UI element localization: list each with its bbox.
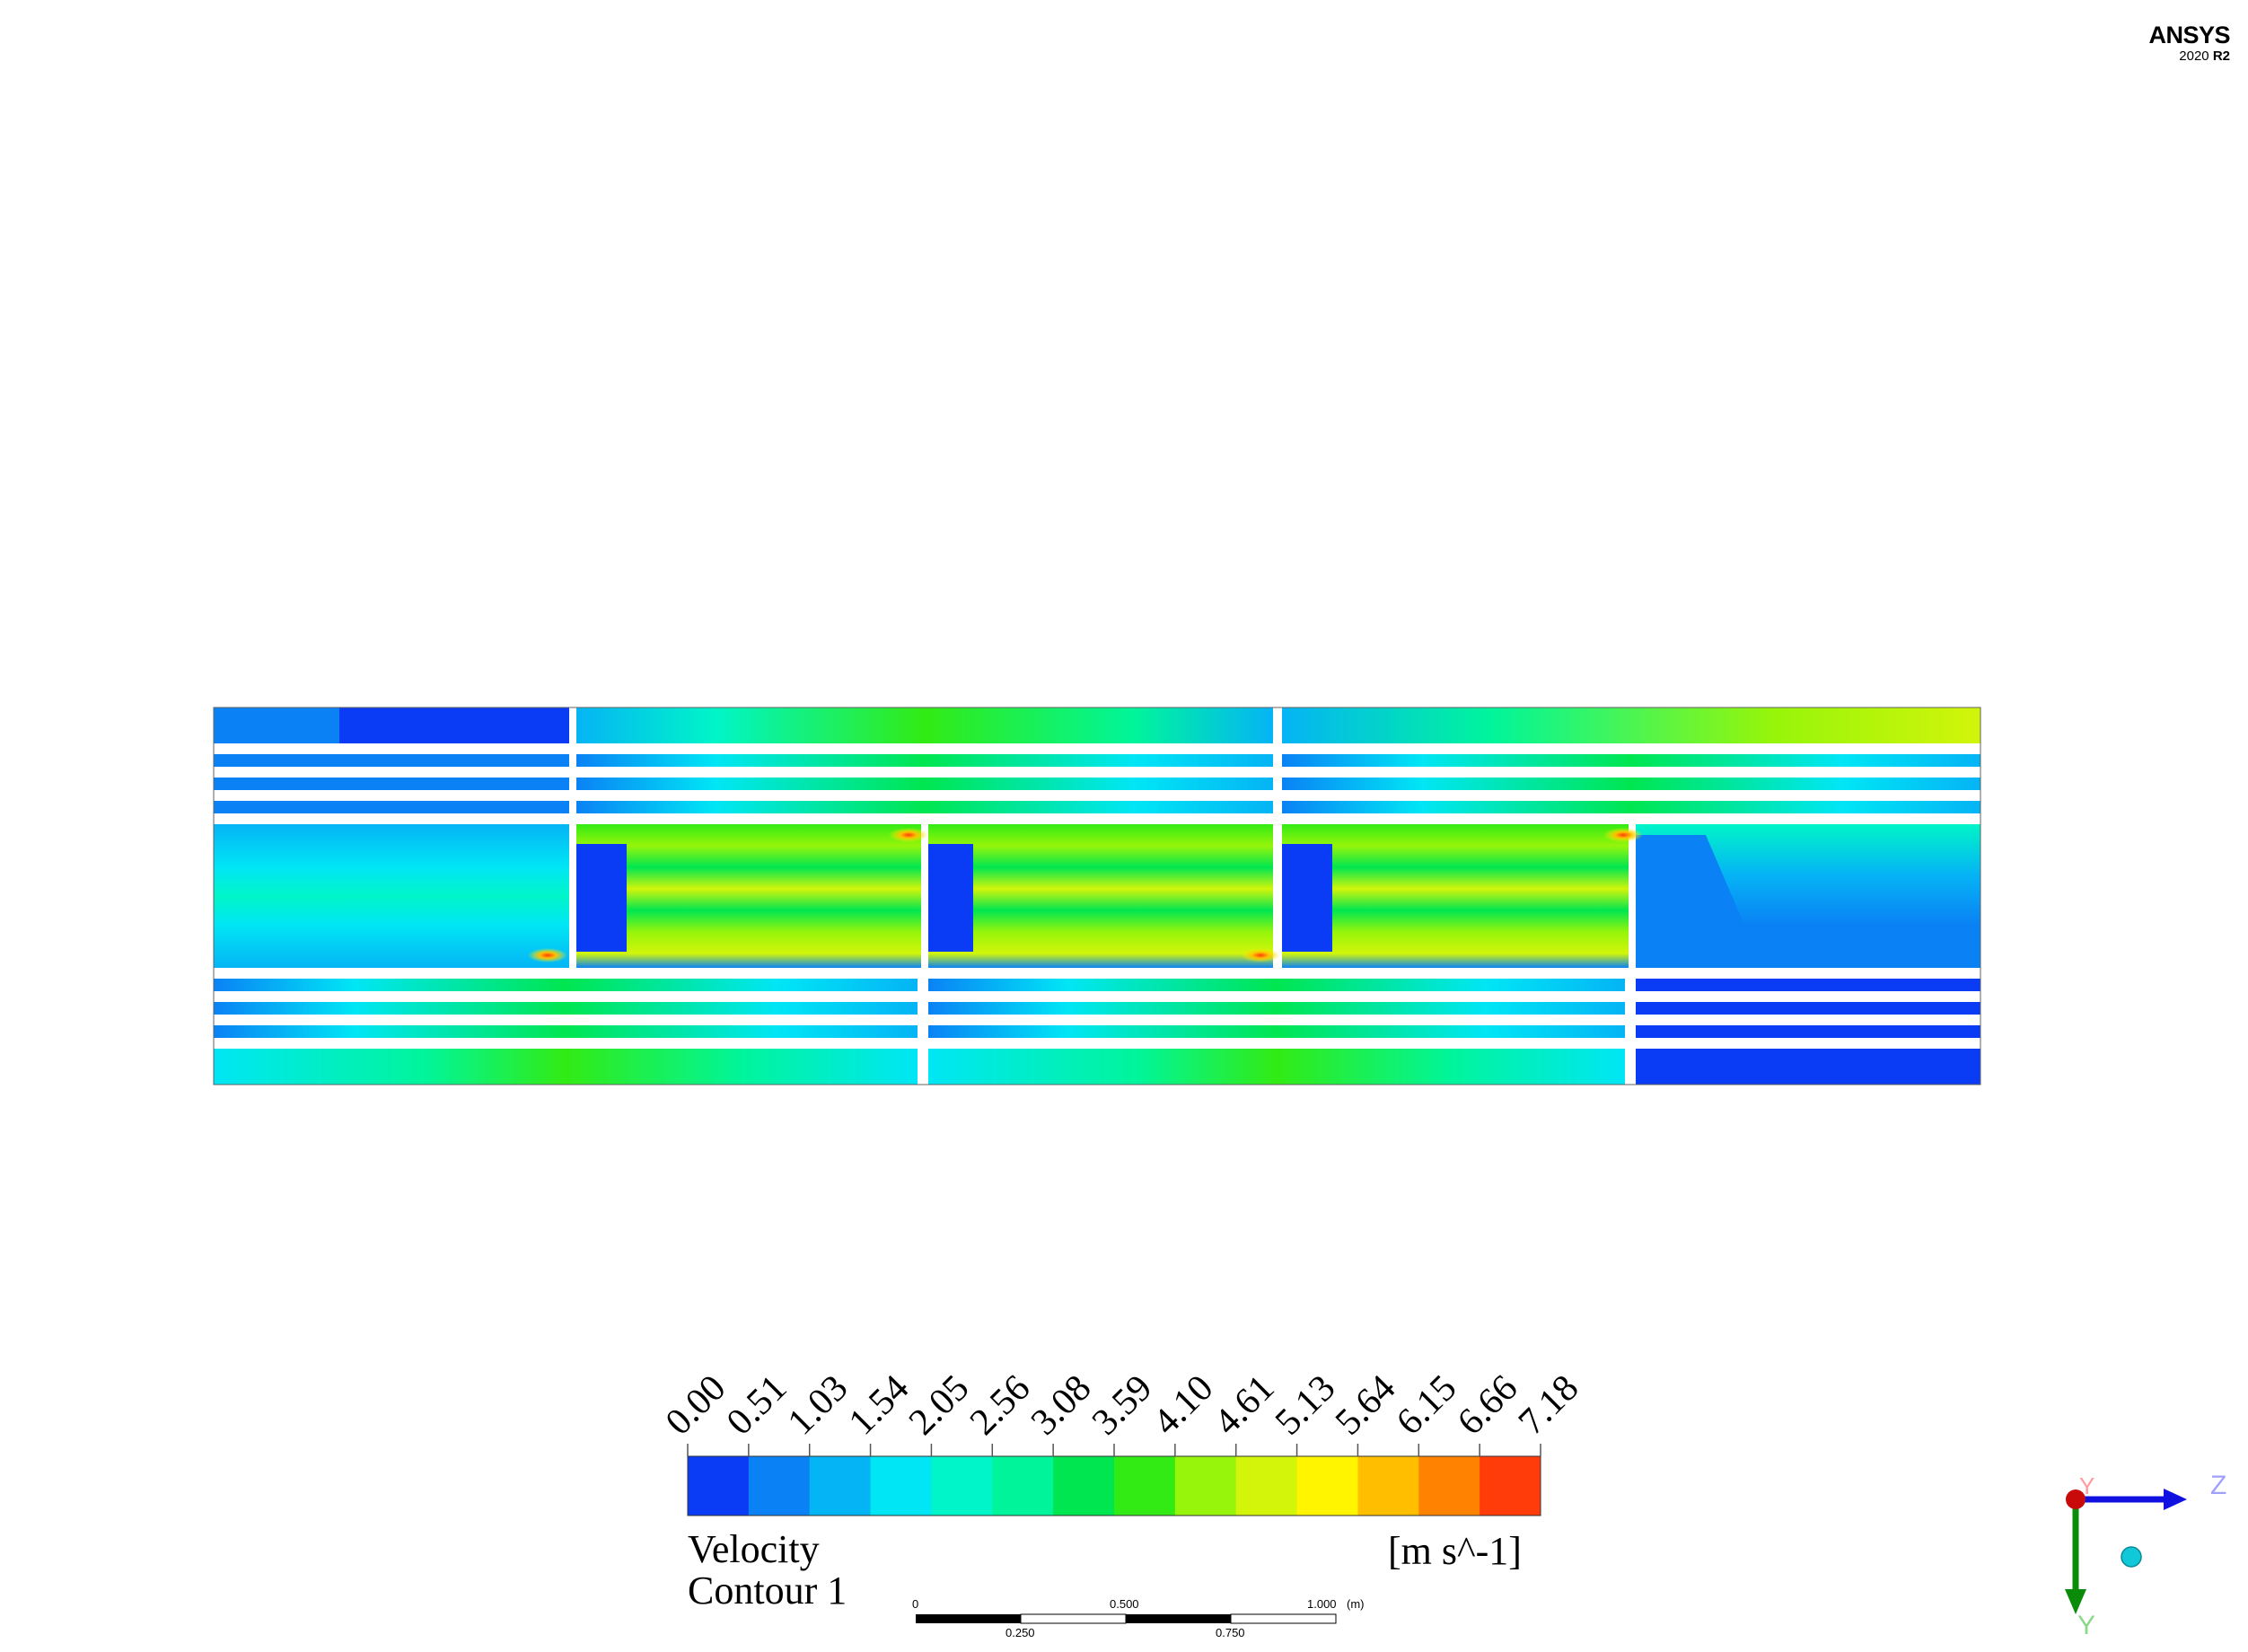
legend-color-bar: [687, 1455, 1541, 1516]
legend-color-swatch: [992, 1456, 1054, 1516]
contour-region: [1282, 824, 1629, 968]
legend-color-swatch: [688, 1456, 750, 1516]
scale-segment-3: [1126, 1614, 1231, 1623]
axis-triad[interactable]: Y Z Y: [2065, 1471, 2226, 1640]
scale-segment-2: [1020, 1613, 1127, 1624]
contour-region: [214, 707, 339, 743]
scale-unit: (m): [1347, 1597, 1365, 1611]
legend-color-swatch: [1053, 1456, 1115, 1516]
contour-region: [576, 824, 921, 968]
contour-region: [214, 1002, 918, 1015]
contour-region: [1636, 1049, 1980, 1085]
hot-spot: [1603, 828, 1643, 842]
contour-region: [576, 707, 1273, 743]
legend-title-contour: Contour 1: [688, 1569, 847, 1612]
hot-spot: [889, 828, 928, 842]
y-axis-label: Y: [2077, 1611, 2095, 1640]
scale-label-0: 0: [912, 1597, 919, 1611]
contour-region: [576, 754, 1273, 767]
z-axis-arrowhead: [2164, 1489, 2187, 1510]
contour-region: [928, 979, 1625, 991]
legend-color-swatch: [1418, 1456, 1480, 1516]
ansys-logo: ANSYS 2020 R2: [2148, 22, 2230, 64]
domain-outline: [213, 707, 1981, 1085]
scale-label-0.500: 0.500: [1110, 1597, 1139, 1611]
origin-sphere: [2066, 1489, 2086, 1509]
legend-title-variable: Velocity: [688, 1527, 820, 1571]
legend-units: [m s^-1]: [1388, 1529, 1522, 1573]
contour-region: [1636, 835, 1760, 961]
legend-color-swatch: [1114, 1456, 1176, 1516]
contour-region: [928, 824, 1273, 968]
contour-region: [1282, 778, 1980, 790]
scale-label-0.750: 0.750: [1216, 1626, 1245, 1639]
contour-region: [214, 1049, 918, 1085]
contour-region: [1282, 844, 1332, 952]
velocity-contour-plot: [213, 707, 1981, 1085]
contour-region: [1282, 754, 1980, 767]
contour-region: [1282, 707, 1980, 743]
contour-region: [214, 1025, 918, 1038]
contour-region: [928, 1025, 1625, 1038]
iso-view-sphere: [2121, 1546, 2142, 1568]
contour-region: [1636, 979, 1980, 991]
scale-label-1.000: 1.000: [1307, 1597, 1337, 1611]
contour-region: [214, 979, 918, 991]
hot-spot: [1241, 948, 1280, 962]
scale-segment-4: [1230, 1613, 1337, 1624]
scale-label-0.250: 0.250: [1005, 1626, 1035, 1639]
contour-region: [576, 801, 1273, 813]
ansys-release: R2: [2212, 48, 2230, 64]
legend-color-swatch: [1296, 1456, 1358, 1516]
ansys-brand-name: ANSYS: [2148, 22, 2230, 48]
contour-region: [1282, 801, 1980, 813]
scale-segment-1: [916, 1614, 1021, 1623]
legend-color-swatch: [870, 1456, 932, 1516]
y-axis-label-top: Y: [2079, 1472, 2094, 1499]
z-axis-label: Z: [2210, 1471, 2226, 1500]
hot-spot: [528, 948, 567, 962]
contour-region: [214, 824, 569, 968]
legend-color-swatch: [748, 1456, 811, 1516]
contour-region: [214, 778, 569, 790]
scale-bar: [916, 1613, 1337, 1624]
legend-color-swatch: [1357, 1456, 1419, 1516]
y-axis-arrowhead: [2065, 1589, 2086, 1614]
legend-tick-marks: [687, 1444, 1541, 1456]
legend-color-swatch: [809, 1456, 872, 1516]
contour-region: [214, 801, 569, 813]
contour-region: [1636, 1002, 1980, 1015]
contour-region: [928, 1002, 1625, 1015]
contour-region: [576, 844, 627, 952]
ansys-version-year: 2020: [2179, 48, 2209, 64]
ansys-version: 2020 R2: [2148, 49, 2230, 63]
contour-region: [214, 754, 569, 767]
contour-region: [928, 844, 973, 952]
contour-region: [1636, 1025, 1980, 1038]
legend-color-swatch: [1480, 1456, 1541, 1516]
contour-region: [928, 1049, 1625, 1085]
legend-color-swatch: [1174, 1456, 1237, 1516]
legend-color-swatch: [931, 1456, 993, 1516]
contour-region: [576, 778, 1273, 790]
legend-color-swatch: [1235, 1456, 1298, 1516]
